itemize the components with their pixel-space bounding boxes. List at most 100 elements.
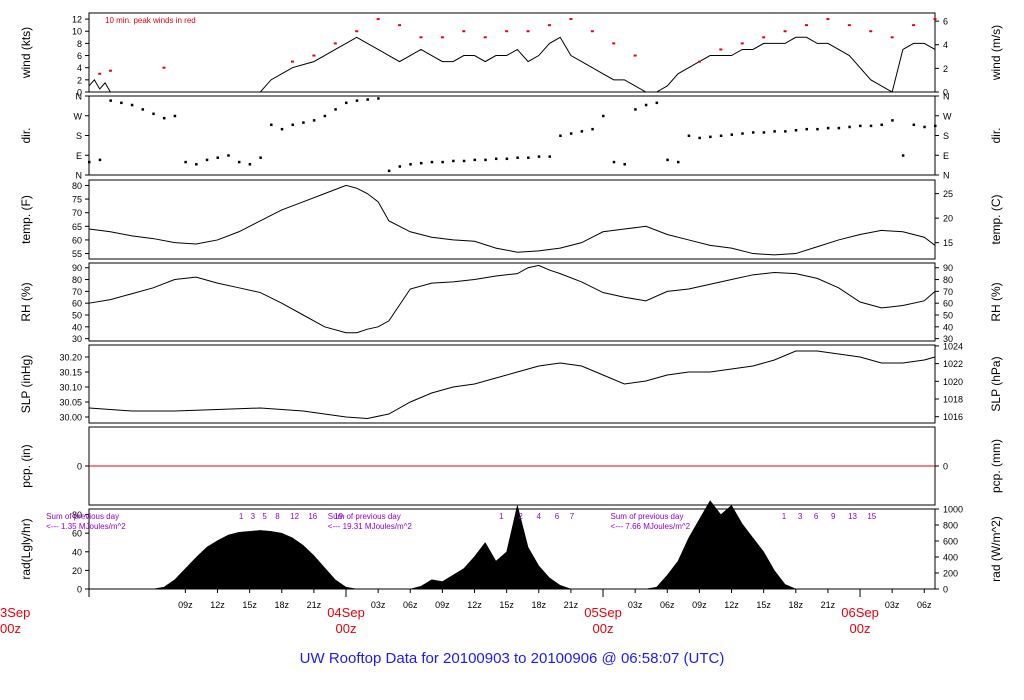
tick-label: 80 (72, 181, 82, 191)
tick-label: 0 (77, 88, 82, 98)
data-point (591, 127, 594, 131)
data-point (773, 130, 776, 133)
day-label: 3Sep (0, 605, 30, 620)
tick-label: 09z (178, 600, 193, 610)
tick-label: 1016 (943, 412, 963, 422)
hour-label: 7 (570, 512, 575, 521)
tick-label: 15z (242, 600, 257, 610)
data-point (441, 160, 444, 164)
tick-label: S (943, 131, 949, 141)
peak-marker (419, 36, 423, 39)
tick-label: 06z (917, 600, 932, 610)
data-point (270, 123, 273, 127)
tick-label: 60 (72, 235, 82, 245)
data-point (709, 135, 712, 139)
tick-label: N (76, 171, 83, 181)
tick-label: N (943, 92, 950, 102)
day-label: 06Sep (841, 605, 879, 620)
data-point (227, 154, 230, 157)
peak-marker (483, 36, 487, 39)
y-axis-label: SLP (inHg) (19, 355, 33, 413)
data-point (237, 160, 241, 164)
tick-label: 30.05 (59, 398, 82, 408)
day-label: 00z (0, 621, 21, 636)
peak-marker (719, 48, 723, 51)
tick-label: 30.15 (59, 368, 82, 378)
tick-label: 03z (628, 600, 643, 610)
data-point (816, 127, 819, 131)
hour-label: 9 (831, 512, 836, 521)
tick-label: 65 (72, 222, 82, 232)
tick-label: 55 (72, 249, 82, 259)
peak-marker (98, 72, 102, 75)
peak-marker (569, 18, 573, 21)
data-point (484, 158, 487, 162)
data-point (901, 154, 905, 157)
data-point (644, 103, 648, 107)
tick-label: 18z (532, 600, 547, 610)
annotation: Sum of previous day (328, 512, 401, 521)
hour-label: 19 (334, 512, 343, 521)
tick-label: E (943, 151, 949, 161)
hour-label: 13 (848, 512, 857, 521)
day-label: 00z (593, 621, 614, 636)
data-point (366, 98, 369, 101)
y-axis-label: pcp. (in) (19, 444, 33, 487)
data-point (741, 132, 744, 135)
tick-label: 400 (943, 553, 958, 563)
data-point (377, 97, 380, 100)
tick-label: 30.10 (59, 383, 82, 393)
data-point (141, 108, 145, 111)
tick-label: 12z (210, 600, 225, 610)
data-point (698, 136, 701, 140)
annotation: Sum of previous day (611, 512, 684, 521)
peak-marker (590, 30, 594, 33)
data-point (719, 134, 723, 137)
y-axis-label-right: temp. (C) (989, 194, 1003, 244)
data-point (195, 163, 198, 166)
tick-label: 4 (77, 63, 82, 73)
tick-label: 200 (943, 569, 958, 579)
tick-label: 50 (943, 311, 953, 321)
tick-label: N (943, 171, 950, 181)
series-line (88, 36, 936, 93)
hour-label: 6 (555, 512, 560, 521)
data-point (730, 133, 734, 136)
tick-label: 21z (564, 600, 579, 610)
peak-marker (162, 66, 166, 69)
tick-label: 18z (275, 600, 290, 610)
tick-label: 15z (756, 600, 771, 610)
tick-label: 800 (943, 521, 958, 531)
data-point (891, 119, 894, 122)
data-point (805, 127, 808, 131)
tick-label: 8 (77, 39, 82, 49)
tick-label: 06z (403, 600, 418, 610)
peak-marker (290, 60, 294, 63)
tick-label: 12z (724, 600, 739, 610)
peak-marker (526, 30, 530, 33)
annotation: <--- 1.35 MJoules/m^2 (46, 522, 126, 531)
tick-label: 0 (943, 585, 948, 595)
panel-frame (88, 262, 936, 342)
data-point (826, 126, 830, 130)
tick-label: 70 (72, 208, 82, 218)
data-point (634, 108, 637, 111)
data-point (580, 130, 584, 133)
data-point (430, 160, 434, 164)
data-point (666, 158, 669, 162)
hour-label: 4 (537, 512, 542, 521)
tick-label: 1018 (943, 395, 963, 405)
peak-marker (547, 24, 551, 27)
peak-marker (355, 30, 359, 33)
tick-label: 21z (307, 600, 322, 610)
peak-marker (697, 60, 701, 63)
tick-label: 70 (72, 287, 82, 297)
peak-marker (933, 18, 937, 21)
tick-label: 12z (467, 600, 482, 610)
tick-label: 80 (72, 275, 82, 285)
annotation: 10 min. peak winds in red (105, 16, 196, 25)
hour-label: 3 (251, 512, 256, 521)
data-point (323, 114, 327, 118)
tick-label: 6 (943, 17, 948, 27)
annotation: <--- 19.31 MJoules/m^2 (328, 522, 413, 531)
